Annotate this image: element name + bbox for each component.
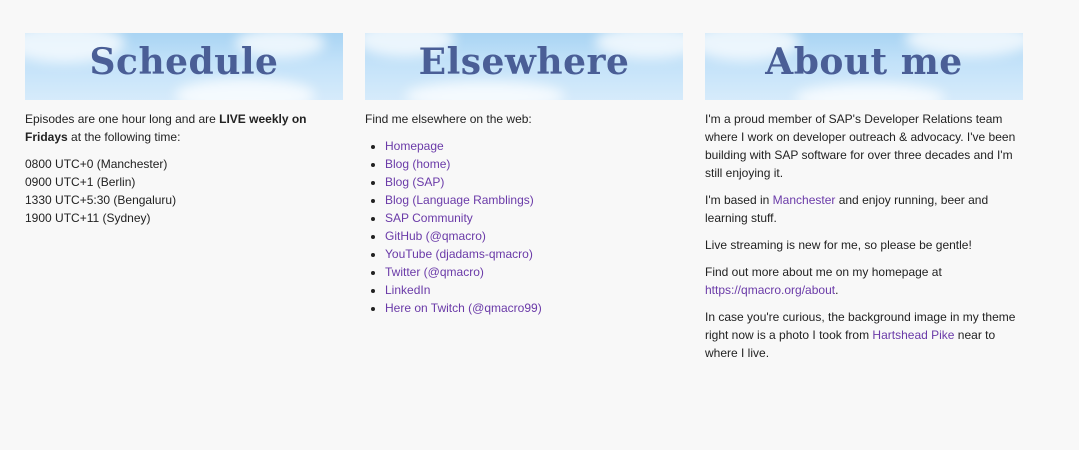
cloud-decoration <box>175 78 315 100</box>
about-panel: About me I'm a proud member of SAP's Dev… <box>705 33 1023 371</box>
list-item: Homepage <box>385 137 683 155</box>
schedule-time: 1900 UTC+11 (Sydney) <box>25 211 151 225</box>
elsewhere-banner: Elsewhere <box>365 33 683 100</box>
link-github[interactable]: GitHub (@qmacro) <box>385 229 486 243</box>
link-blog-home[interactable]: Blog (home) <box>385 157 451 171</box>
about-content: I'm a proud member of SAP's Developer Re… <box>705 110 1023 362</box>
elsewhere-links-list: Homepage Blog (home) Blog (SAP) Blog (La… <box>365 137 683 317</box>
about-paragraph: Find out more about me on my homepage at… <box>705 263 1023 299</box>
elsewhere-content: Find me elsewhere on the web: Homepage B… <box>365 110 683 317</box>
about-paragraph: In case you're curious, the background i… <box>705 308 1023 362</box>
schedule-panel: Schedule Episodes are one hour long and … <box>25 33 343 227</box>
link-qmacro-about[interactable]: https://qmacro.org/about <box>705 283 836 297</box>
about-text: . <box>835 283 839 297</box>
link-sap-community[interactable]: SAP Community <box>385 211 473 225</box>
about-paragraph: I'm based in Manchester and enjoy runnin… <box>705 191 1023 227</box>
schedule-intro-text: Episodes are one hour long and are <box>25 112 220 126</box>
about-title: About me <box>765 41 963 83</box>
link-manchester[interactable]: Manchester <box>772 193 836 207</box>
link-twitter[interactable]: Twitter (@qmacro) <box>385 265 484 279</box>
schedule-title: Schedule <box>89 41 279 83</box>
about-paragraph: I'm a proud member of SAP's Developer Re… <box>705 112 1016 180</box>
list-item: YouTube (djadams-qmacro) <box>385 245 683 263</box>
schedule-time: 1330 UTC+5:30 (Bengaluru) <box>25 193 177 207</box>
link-twitch[interactable]: Here on Twitch (@qmacro99) <box>385 301 542 315</box>
list-item: Blog (home) <box>385 155 683 173</box>
cloud-decoration <box>405 81 565 100</box>
list-item: Here on Twitch (@qmacro99) <box>385 299 683 317</box>
schedule-intro: Episodes are one hour long and are LIVE … <box>25 110 343 146</box>
about-paragraph: Live streaming is new for me, so please … <box>705 238 972 252</box>
cloud-decoration <box>795 83 945 100</box>
schedule-time: 0900 UTC+1 (Berlin) <box>25 175 136 189</box>
list-item: Twitter (@qmacro) <box>385 263 683 281</box>
about-text: near to where I live. <box>705 328 996 360</box>
link-youtube[interactable]: YouTube (djadams-qmacro) <box>385 247 533 261</box>
schedule-time: 0800 UTC+0 (Manchester) <box>25 157 168 171</box>
schedule-banner: Schedule <box>25 33 343 100</box>
list-item: LinkedIn <box>385 281 683 299</box>
about-text: I'm based in <box>705 193 773 207</box>
elsewhere-title: Elsewhere <box>418 41 630 83</box>
schedule-content: Episodes are one hour long and are LIVE … <box>25 110 343 227</box>
elsewhere-panel: Elsewhere Find me elsewhere on the web: … <box>365 33 683 317</box>
list-item: GitHub (@qmacro) <box>385 227 683 245</box>
about-text: and enjoy running, beer and learning stu… <box>705 193 989 225</box>
elsewhere-intro: Find me elsewhere on the web: <box>365 112 532 126</box>
about-text: Find out more about me on my homepage at <box>705 265 942 279</box>
schedule-intro-text-end: at the following time: <box>67 130 181 144</box>
link-hartshead-pike[interactable]: Hartshead Pike <box>872 328 955 342</box>
link-blog-language-ramblings[interactable]: Blog (Language Ramblings) <box>385 193 534 207</box>
link-linkedin[interactable]: LinkedIn <box>385 283 431 297</box>
schedule-times: 0800 UTC+0 (Manchester) 0900 UTC+1 (Berl… <box>25 155 343 227</box>
about-text: In case you're curious, the background i… <box>705 310 1016 342</box>
schedule-intro-bold: LIVE weekly on Fridays <box>25 112 307 144</box>
list-item: SAP Community <box>385 209 683 227</box>
about-banner: About me <box>705 33 1023 100</box>
list-item: Blog (SAP) <box>385 173 683 191</box>
link-homepage[interactable]: Homepage <box>385 139 444 153</box>
link-blog-sap[interactable]: Blog (SAP) <box>385 175 445 189</box>
cloud-decoration <box>235 33 325 58</box>
list-item: Blog (Language Ramblings) <box>385 191 683 209</box>
